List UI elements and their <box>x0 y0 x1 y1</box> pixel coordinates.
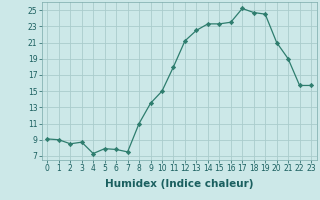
X-axis label: Humidex (Indice chaleur): Humidex (Indice chaleur) <box>105 179 253 189</box>
